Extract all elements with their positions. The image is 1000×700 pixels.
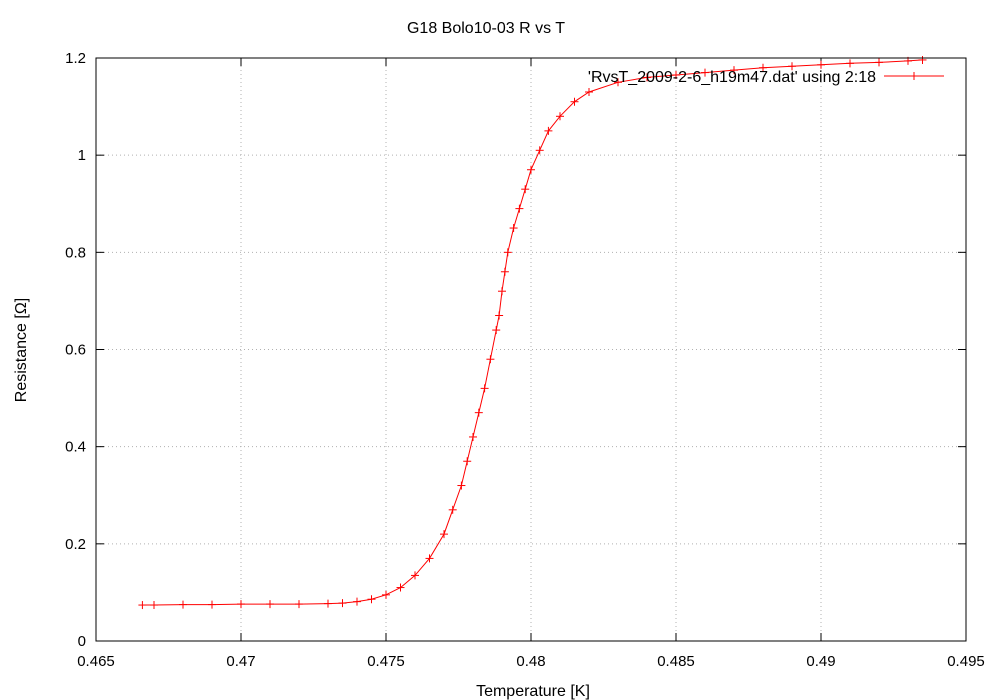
x-tick-label: 0.475: [367, 653, 405, 670]
y-tick-label: 0.2: [65, 536, 86, 553]
data-point: [495, 311, 504, 320]
y-tick-labels: 0 0.2 0.4 0.6 0.8 1 1.2: [65, 50, 86, 650]
data-point: [457, 481, 466, 490]
data-point: [469, 432, 477, 441]
y-tick-label: 1: [78, 147, 86, 164]
data-point: [448, 505, 457, 514]
data-point: [527, 165, 535, 174]
data-point: [521, 185, 530, 194]
data-point: [918, 55, 927, 64]
data-point: [515, 204, 524, 213]
plot-frame: [95, 57, 967, 642]
y-tick-label: 1.2: [65, 50, 86, 67]
data-point: [672, 71, 680, 80]
legend-marker: [910, 72, 918, 80]
series-line: [142, 59, 923, 606]
legend-label: 'RvsT_2009-2-6_h19m47.dat' using 2:18: [588, 69, 876, 86]
x-tick-labels: 0.465 0.47 0.475 0.48 0.485 0.49 0.495: [77, 653, 985, 670]
data-point: [643, 73, 651, 82]
data-point: [382, 590, 390, 599]
data-point: [440, 530, 448, 539]
y-axis-title: Resistance [Ω]: [13, 298, 30, 402]
grid-lines: [96, 58, 966, 641]
data-point: [425, 554, 434, 563]
data-point: [817, 60, 825, 69]
x-tick-label: 0.465: [77, 653, 115, 670]
data-point: [474, 408, 483, 417]
data-point: [486, 355, 495, 364]
data-point: [500, 267, 509, 276]
data-point: [556, 112, 564, 121]
x-axis-title: Temperature [K]: [476, 683, 590, 700]
data-point: [788, 62, 796, 71]
legend: 'RvsT_2009-2-6_h19m47.dat' using 2:18: [588, 69, 944, 86]
data-point: [396, 583, 405, 592]
data-point: [338, 599, 347, 608]
data-point: [179, 600, 187, 609]
chart-title: G18 Bolo10-03 R vs T: [407, 20, 565, 37]
data-point: [353, 597, 361, 606]
data-point: [463, 457, 472, 466]
data-point: [237, 600, 245, 609]
series-layer: [138, 55, 927, 610]
data-point: [367, 595, 376, 604]
y-tick-label: 0.4: [65, 439, 86, 456]
axis-ticks: [95, 57, 967, 642]
data-point: [150, 601, 158, 610]
x-tick-label: 0.47: [226, 653, 255, 670]
data-point: [138, 601, 147, 610]
data-point: [570, 97, 579, 106]
y-tick-label: 0.8: [65, 244, 86, 261]
y-tick-label: 0: [78, 633, 86, 650]
data-point: [701, 68, 709, 77]
data-point: [503, 248, 512, 257]
x-tick-label: 0.48: [516, 653, 545, 670]
data-point: [846, 59, 854, 68]
data-point: [614, 78, 622, 87]
data-point: [730, 66, 738, 75]
data-point: [498, 287, 506, 296]
data-point: [509, 224, 518, 233]
data-point: [324, 599, 332, 608]
data-point: [875, 58, 883, 67]
data-point: [535, 146, 544, 155]
data-point: [585, 88, 593, 97]
x-tick-label: 0.49: [806, 653, 835, 670]
x-tick-label: 0.495: [947, 653, 985, 670]
data-point: [544, 126, 553, 135]
data-point: [266, 600, 274, 609]
data-point: [411, 571, 419, 580]
data-point: [208, 600, 216, 609]
data-point: [480, 384, 489, 393]
data-point: [492, 326, 501, 335]
data-point: [759, 63, 767, 72]
y-tick-label: 0.6: [65, 342, 86, 359]
x-tick-label: 0.485: [657, 653, 695, 670]
data-point: [295, 600, 303, 609]
